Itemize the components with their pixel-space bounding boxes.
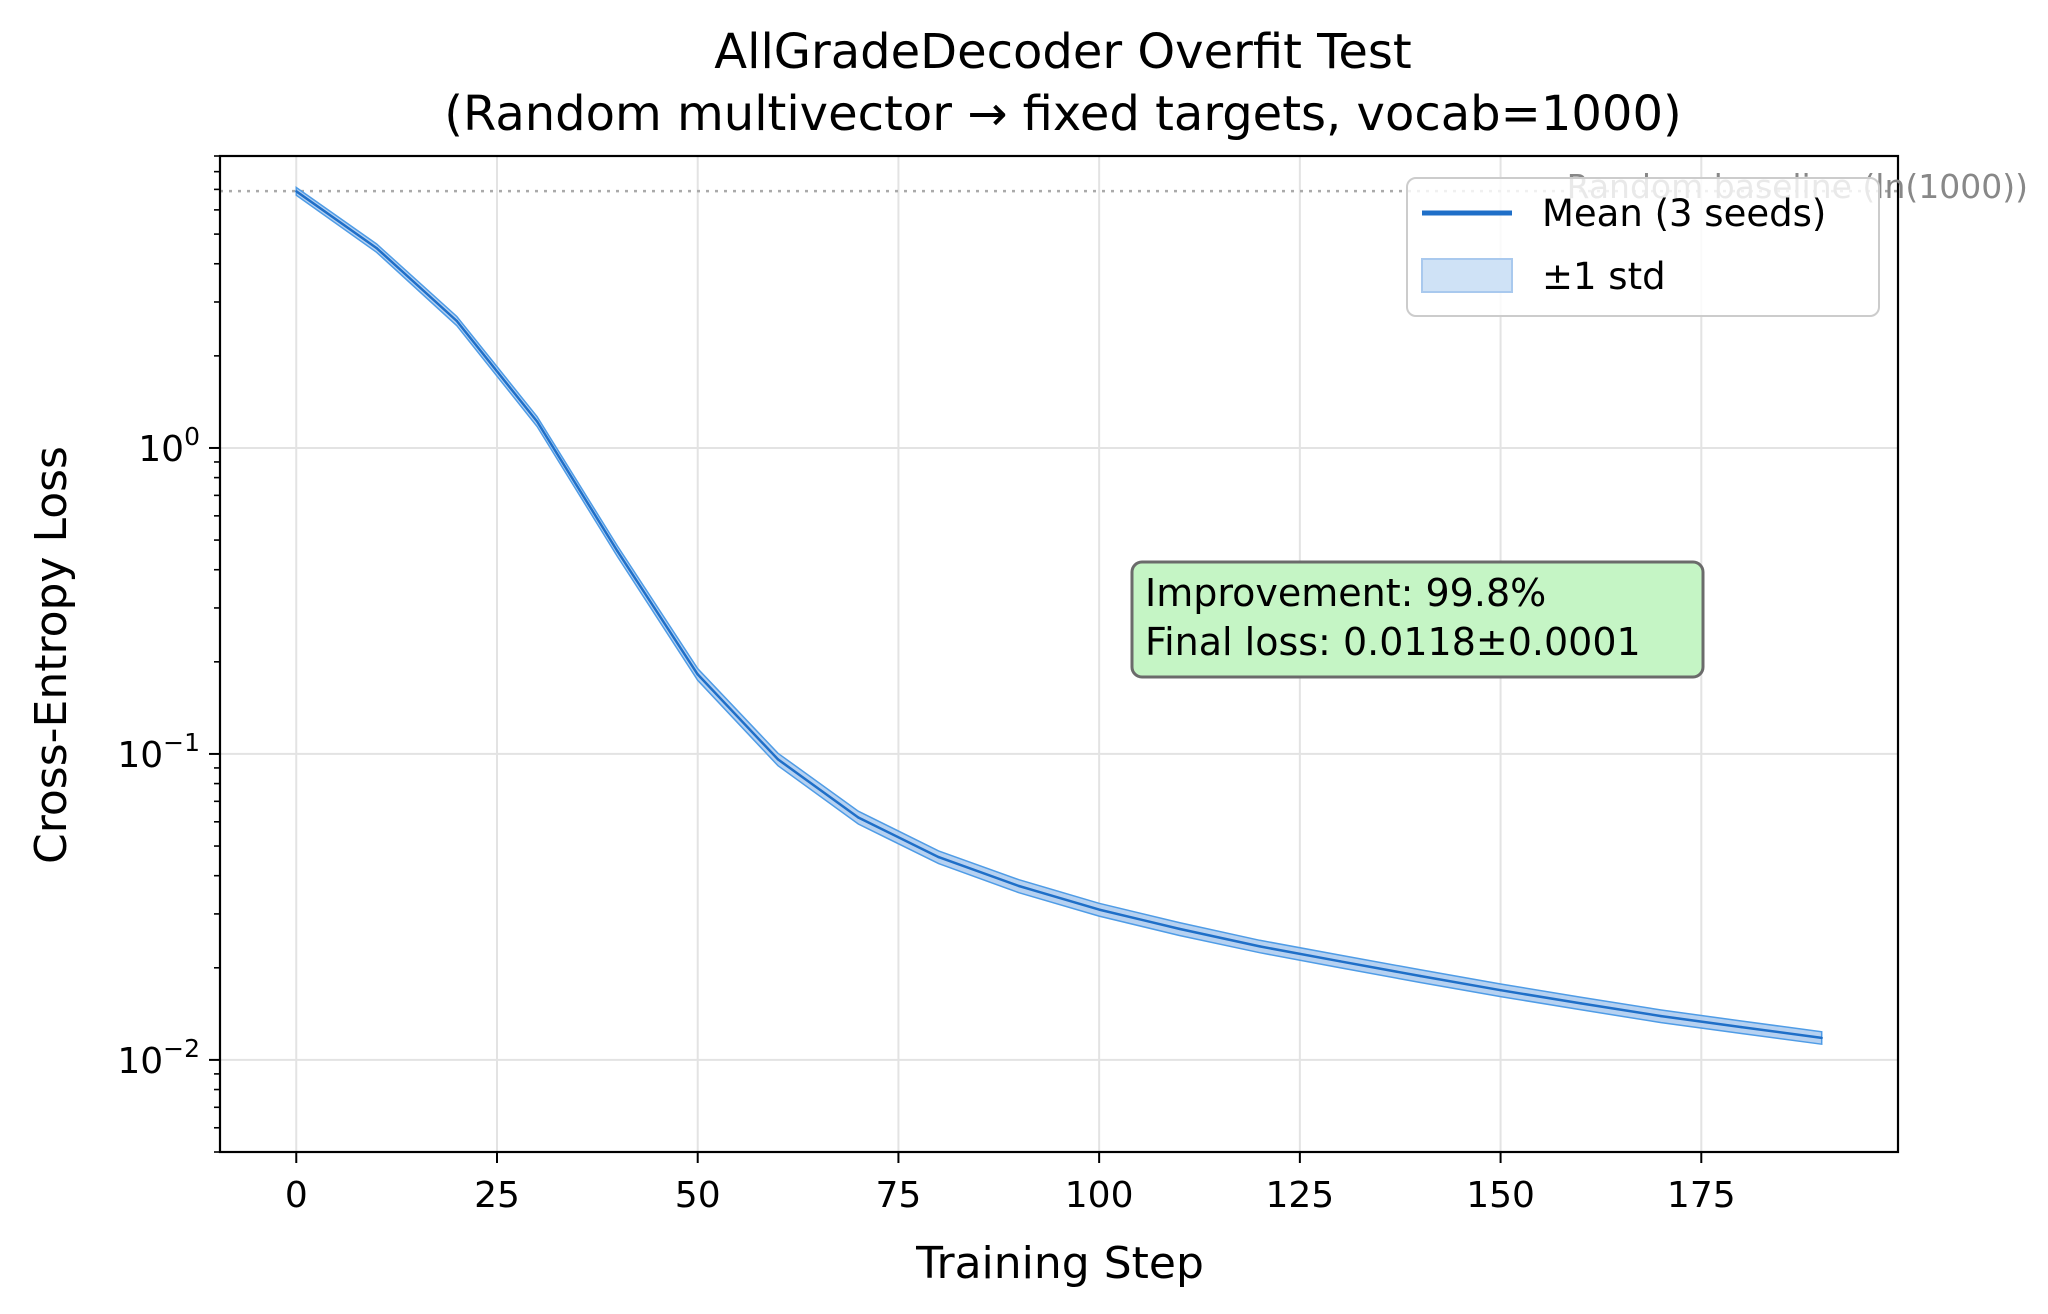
annotation-improvement: Improvement: 99.8%	[1145, 571, 1546, 615]
mean-point	[1579, 1002, 1583, 1005]
x-axis-label: Training Step	[915, 1238, 1204, 1289]
y-axis-label: Cross-Entropy Loss	[26, 446, 77, 864]
axis-ticks: 0 25 50 75 100 125 150 175 100 10−1 10−2	[117, 155, 1736, 1216]
y-tick-label: 10−2	[117, 1034, 200, 1082]
x-tick-label: 125	[1266, 1175, 1335, 1216]
chart-subtitle: (Random multivector → fixed targets, voc…	[444, 86, 1681, 142]
legend-entry-std: ±1 std	[1542, 255, 1666, 298]
mean-point	[696, 673, 699, 676]
mean-point	[1820, 1036, 1823, 1040]
mean-point	[1338, 960, 1342, 963]
mean-point	[1178, 927, 1181, 931]
plot-area-frame	[218, 154, 1900, 1154]
legend-band-swatch	[1421, 258, 1513, 293]
mean-point	[1659, 1014, 1663, 1018]
grid	[220, 156, 1898, 1152]
mean-point	[295, 190, 298, 193]
x-tick-label: 25	[474, 1175, 520, 1216]
mean-point	[1258, 945, 1261, 948]
mean-point	[375, 246, 378, 250]
legend-entry-mean: Mean (3 seeds)	[1542, 192, 1826, 235]
mean-point	[535, 420, 539, 423]
mean-line	[295, 190, 1822, 1040]
mean-point	[857, 816, 860, 819]
y-tick-label: 100	[138, 422, 200, 470]
x-tick-label: 150	[1466, 1175, 1535, 1216]
annotation-box: Improvement: 99.8% Final loss: 0.0118±0.…	[1130, 560, 1705, 679]
mean-point	[1017, 884, 1021, 888]
chart-title: AllGradeDecoder Overfit Test	[714, 24, 1411, 80]
mean-point	[616, 549, 619, 553]
mean-point	[776, 758, 780, 761]
mean-point	[937, 855, 940, 859]
x-tick-label: 175	[1667, 1175, 1736, 1216]
mean-point	[1419, 974, 1422, 978]
legend-box	[1406, 177, 1880, 317]
std-band-layer	[295, 186, 1823, 1046]
mean-point	[455, 319, 459, 323]
x-tick-label: 50	[675, 1175, 721, 1216]
x-tick-label: 75	[876, 1175, 922, 1216]
mean-point	[1740, 1025, 1743, 1029]
y-tick-label: 10−1	[117, 728, 200, 776]
annotation-background	[1130, 560, 1705, 679]
mean-point	[1499, 988, 1502, 992]
std-band	[295, 186, 1823, 1046]
x-tick-label: 0	[285, 1175, 308, 1216]
legend: Mean (3 seeds) ±1 std	[1406, 177, 1880, 317]
mean-point	[1097, 908, 1101, 911]
series-layer	[295, 190, 1823, 1040]
annotation-final-loss: Final loss: 0.0118±0.0001	[1145, 620, 1641, 664]
x-tick-label: 100	[1065, 1175, 1134, 1216]
